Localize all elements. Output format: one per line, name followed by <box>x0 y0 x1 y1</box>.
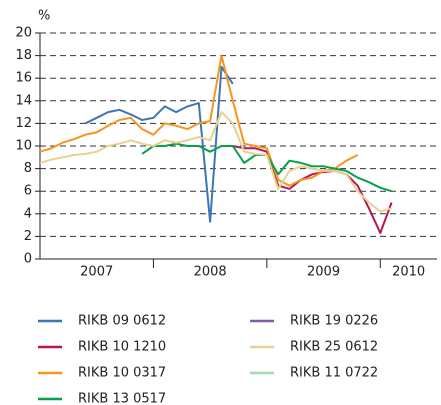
legend-label: RIKB 10 0317 <box>78 366 166 381</box>
y-tick-label: 18 <box>15 48 32 63</box>
legend-label: RIKB 11 0722 <box>290 366 378 381</box>
legend-label: RIKB 10 1210 <box>78 340 166 355</box>
y-tick-label: 8 <box>24 161 32 176</box>
y-tick-label: 14 <box>15 93 32 108</box>
y-tick-label: 20 <box>15 26 32 41</box>
y-tick-label: 16 <box>15 71 32 86</box>
series-line <box>39 111 392 213</box>
legend-label: RIKB 19 0226 <box>290 314 378 329</box>
x-tick-label: 2010 <box>392 265 425 280</box>
series-line <box>39 54 359 187</box>
series-line <box>232 145 393 234</box>
y-tick-label: 2 <box>24 229 32 244</box>
y-tick-label: 6 <box>24 184 32 199</box>
x-tick-label: 2008 <box>194 265 227 280</box>
y-tick-label: 10 <box>15 139 32 154</box>
legend-label: RIKB 25 0612 <box>290 340 378 355</box>
y-tick-label: 12 <box>15 116 32 131</box>
y-axis-label: % <box>38 9 50 24</box>
y-tick-label: 4 <box>24 206 32 221</box>
y-tick-label: 0 <box>24 252 32 267</box>
legend-label: RIKB 09 0612 <box>78 314 166 329</box>
legend-label: RIKB 13 0517 <box>78 392 166 405</box>
series-line <box>84 65 234 223</box>
x-tick-label: 2007 <box>80 265 113 280</box>
x-tick-label: 2009 <box>307 265 340 280</box>
